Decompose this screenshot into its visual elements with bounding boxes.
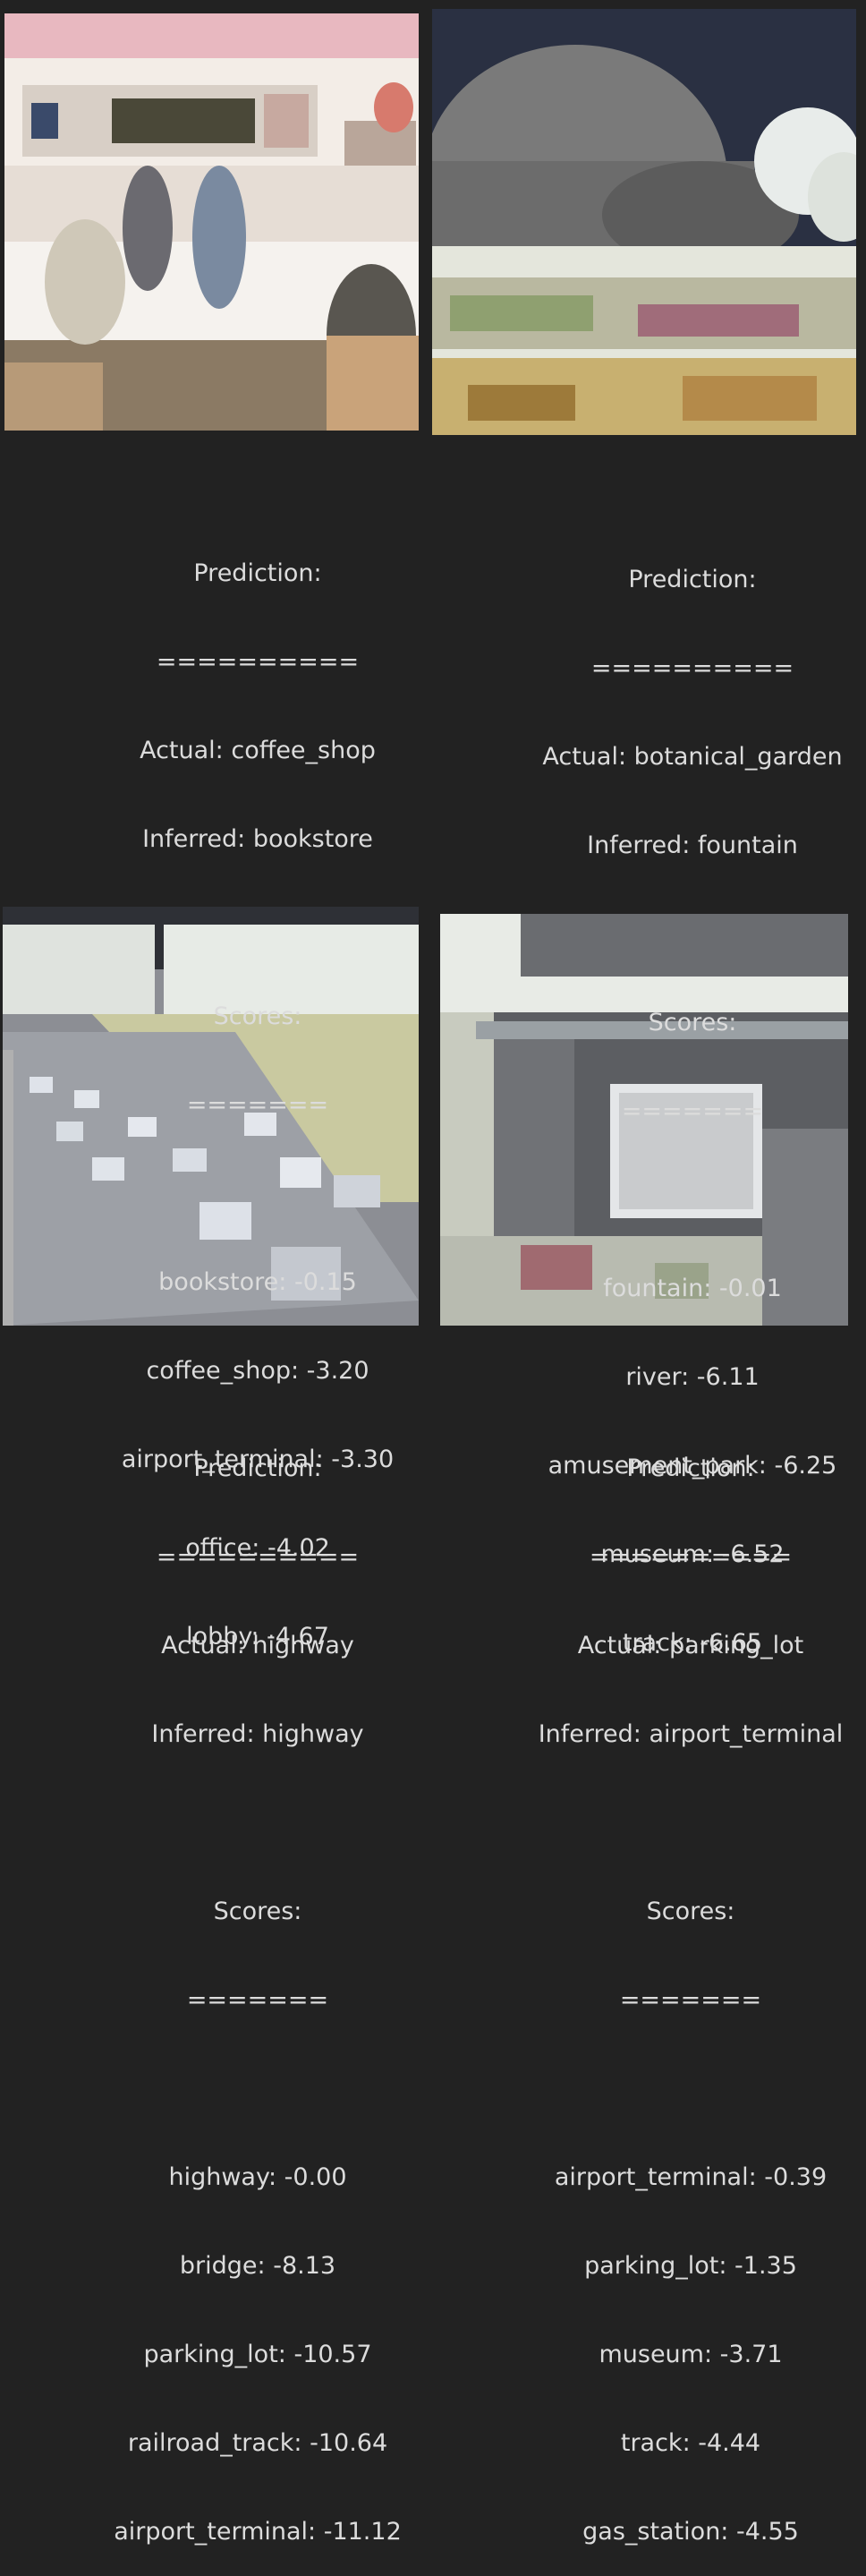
actual-label: Actual: highway	[161, 1632, 354, 1659]
scores-heading: Scores:	[648, 1009, 737, 1036]
prediction-caption-highway: Prediction: ========== Actual: highway I…	[61, 1395, 454, 2576]
scores-rule: =======	[186, 1986, 329, 2014]
score-item: airport_terminal: -0.39	[554, 2163, 828, 2191]
score-item: river: -6.11	[625, 1363, 760, 1391]
scores-rule: =======	[186, 1091, 329, 1119]
prediction-heading: Prediction:	[193, 559, 322, 587]
score-item: gas_station: -4.55	[582, 2518, 799, 2546]
inferred-label: Inferred: bookstore	[142, 825, 373, 853]
score-item: coffee_shop: -3.20	[146, 1357, 369, 1385]
prediction-heading: Prediction:	[626, 1454, 755, 1482]
score-item: amusement_park: -6.25	[548, 1452, 837, 1480]
inferred-label: Inferred: airport_terminal	[538, 1720, 844, 1748]
scores-heading: Scores:	[646, 1898, 735, 1925]
score-item: railroad_track: -10.64	[127, 2429, 388, 2457]
score-item: museum: -6.52	[600, 1540, 785, 1568]
botanical-garden-image	[432, 9, 856, 435]
score-item: lobby: -4.67	[186, 1623, 329, 1651]
prediction-rule: ==========	[590, 654, 794, 682]
actual-label: Actual: coffee_shop	[140, 737, 376, 764]
score-item: parking_lot: -10.57	[143, 2341, 372, 2368]
score-item: bookstore: -0.15	[158, 1268, 357, 1296]
score-item: airport_terminal: -11.12	[114, 2518, 402, 2546]
score-item: office: -4.02	[185, 1534, 330, 1562]
prediction-heading: Prediction:	[193, 1454, 322, 1482]
inferred-label: Inferred: fountain	[587, 832, 798, 859]
score-item: museum: -3.71	[599, 2341, 783, 2368]
prediction-caption-botanical-garden: Prediction: ========== Actual: botanical…	[496, 506, 866, 1687]
parking-lot-image	[440, 914, 848, 1326]
actual-label: Actual: botanical_garden	[542, 743, 843, 771]
score-item: fountain: -0.01	[603, 1275, 782, 1302]
prediction-caption-parking-lot: Prediction: ========== Actual: parking_l…	[494, 1395, 866, 2576]
scores-rule: =======	[619, 1986, 762, 2014]
prediction-rule: ==========	[156, 648, 360, 676]
prediction-rule: ==========	[589, 1543, 793, 1571]
inferred-label: Inferred: highway	[151, 1720, 364, 1748]
score-item: airport_terminal: -3.30	[121, 1446, 395, 1473]
scores-heading: Scores:	[213, 1898, 302, 1925]
coffee-shop-image	[4, 13, 419, 431]
score-item: track: -4.44	[620, 2429, 761, 2457]
score-item: highway: -0.00	[168, 2163, 347, 2191]
prediction-heading: Prediction:	[628, 566, 757, 593]
highway-image	[3, 907, 419, 1326]
score-item: track: -6.65	[622, 1629, 763, 1657]
scores-rule: =======	[621, 1097, 764, 1125]
score-item: bridge: -8.13	[179, 2252, 336, 2280]
prediction-caption-coffee-shop: Prediction: ========== Actual: coffee_sh…	[61, 499, 454, 1681]
scores-heading: Scores:	[213, 1002, 302, 1030]
score-item: parking_lot: -1.35	[584, 2252, 797, 2280]
actual-label: Actual: parking_lot	[577, 1632, 804, 1659]
prediction-rule: ==========	[156, 1543, 360, 1571]
